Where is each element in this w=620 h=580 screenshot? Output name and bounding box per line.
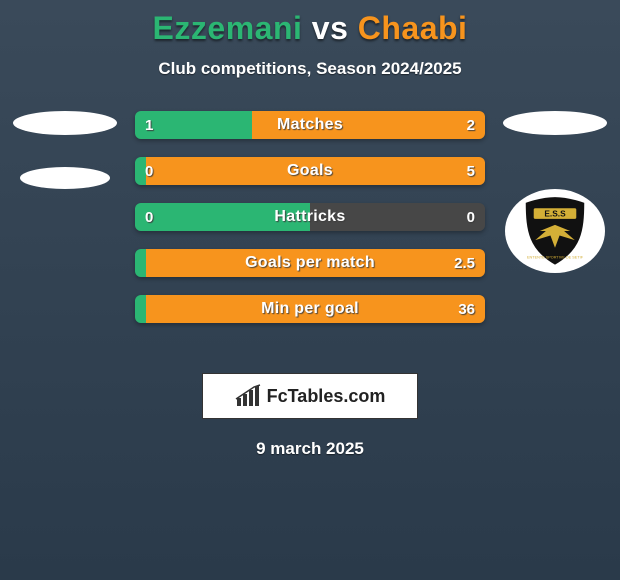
bar-label: Goals per match <box>135 249 485 277</box>
title-player-left: Ezzemani <box>153 10 303 46</box>
stat-bar: 00Hattricks <box>135 203 485 231</box>
ess-badge: E.S.S ENTENTE SPORTIVE DE SETIF <box>505 189 605 273</box>
bar-label: Hattricks <box>135 203 485 231</box>
stat-bar: 12Matches <box>135 111 485 139</box>
bar-label: Min per goal <box>135 295 485 323</box>
left-oval-1 <box>13 111 117 135</box>
logo-text: FcTables.com <box>267 386 386 407</box>
content-area: E.S.S ENTENTE SPORTIVE DE SETIF 12Matche… <box>0 111 620 361</box>
date-text: 9 march 2025 <box>0 439 620 459</box>
title-vs: vs <box>312 10 349 46</box>
left-badges <box>0 111 130 189</box>
stat-bar: 2.5Goals per match <box>135 249 485 277</box>
subtitle: Club competitions, Season 2024/2025 <box>0 59 620 79</box>
page-title: Ezzemani vs Chaabi <box>0 0 620 47</box>
left-oval-2 <box>20 167 110 189</box>
stat-bar: 05Goals <box>135 157 485 185</box>
ess-text: E.S.S <box>544 209 566 219</box>
title-player-right: Chaabi <box>358 10 468 46</box>
ess-subtext: ENTENTE SPORTIVE DE SETIF <box>527 255 584 259</box>
bar-chart-icon <box>235 384 261 408</box>
shield-icon: E.S.S ENTENTE SPORTIVE DE SETIF <box>515 193 595 269</box>
right-oval-1 <box>503 111 607 135</box>
stat-bar: 36Min per goal <box>135 295 485 323</box>
fctables-logo: FcTables.com <box>202 373 418 419</box>
bar-label: Matches <box>135 111 485 139</box>
right-badges: E.S.S ENTENTE SPORTIVE DE SETIF <box>490 111 620 273</box>
bar-label: Goals <box>135 157 485 185</box>
stat-bars: 12Matches 05Goals 00Hattricks 2.5Goals per … <box>135 111 485 341</box>
infographic-root: Ezzemani vs Chaabi Club competitions, Se… <box>0 0 620 580</box>
